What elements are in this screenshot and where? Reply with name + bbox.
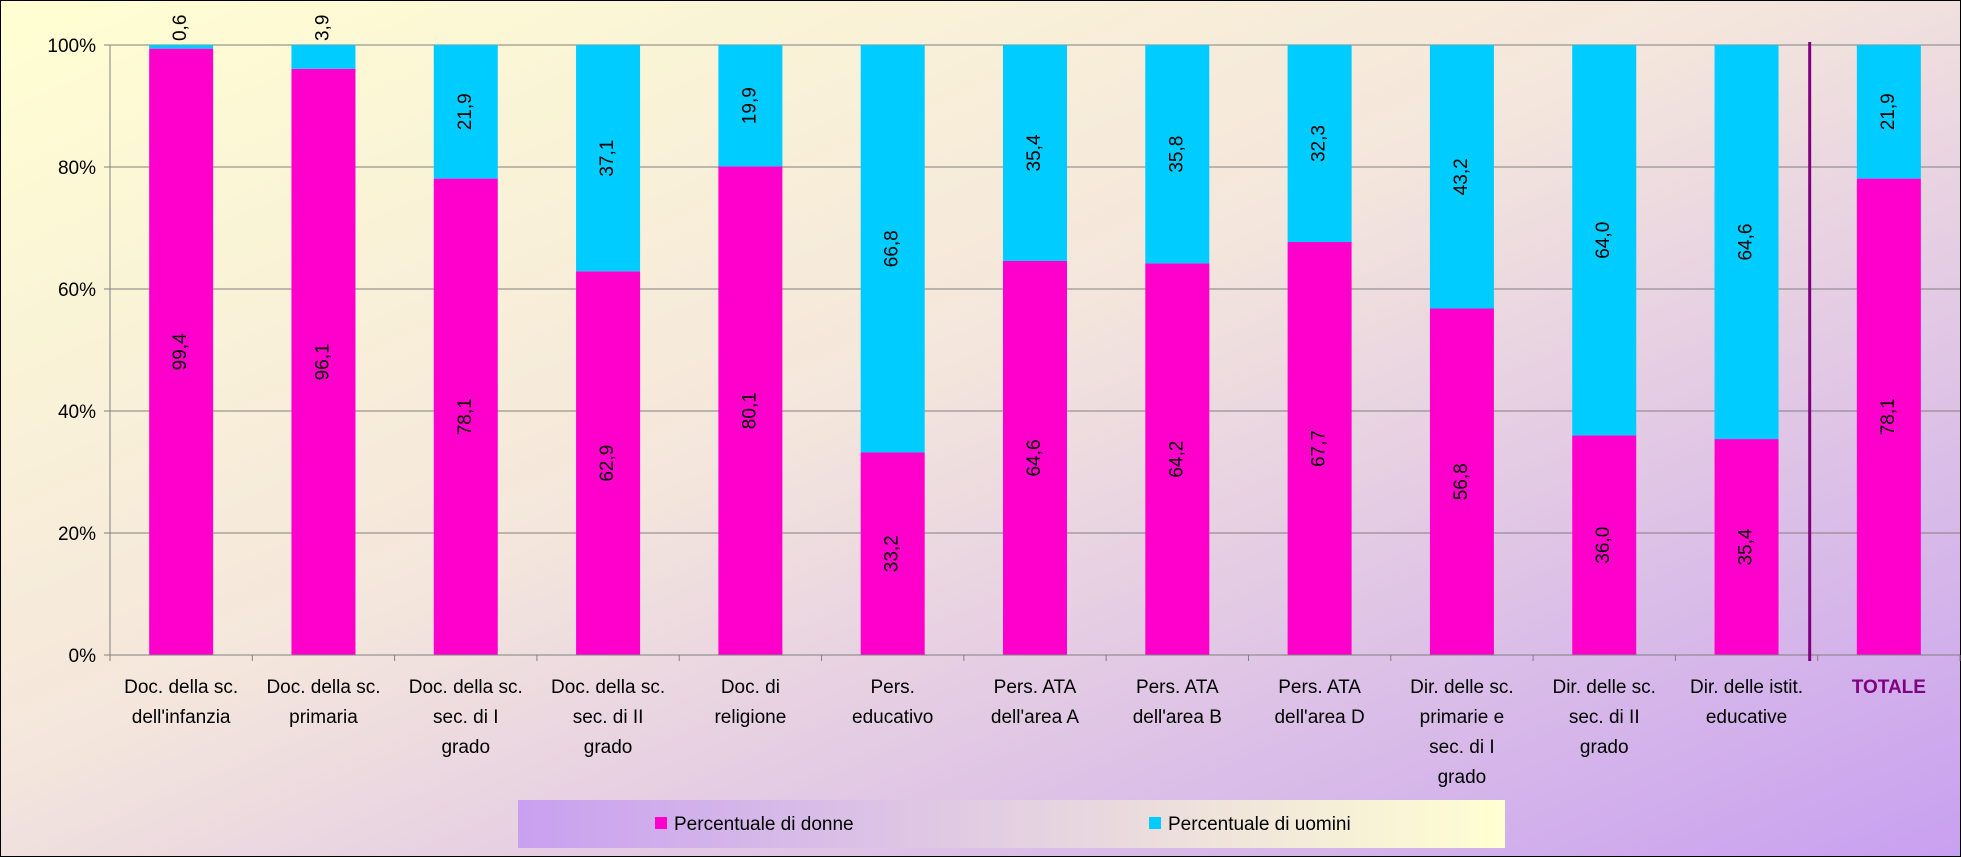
data-label-uomini: 35,4	[1024, 134, 1045, 171]
data-label-uomini: 21,9	[1878, 93, 1899, 130]
bar-uomini	[1572, 45, 1637, 436]
x-category-label: Doc. di	[721, 677, 780, 698]
data-label-donne: 99,4	[170, 333, 191, 370]
bar-donne	[1856, 178, 1921, 655]
data-label-uomini: 21,9	[455, 93, 476, 130]
x-category-label: Doc. della sc.	[124, 677, 238, 698]
legend-label-uomini: Percentuale di uomini	[1168, 814, 1351, 835]
data-label-uomini: 35,8	[1166, 136, 1187, 173]
y-tick-label: 100%	[47, 36, 96, 57]
x-category-label: dell'area B	[1133, 707, 1222, 728]
data-label-uomini: 0,6	[170, 15, 191, 41]
x-category-label: Doc. della sc.	[409, 677, 523, 698]
x-category-label: Dir. delle sc.	[1410, 677, 1513, 698]
bar-uomini	[860, 45, 925, 453]
data-label-uomini: 3,9	[312, 15, 333, 41]
x-category-label: Pers. ATA	[1136, 677, 1219, 698]
data-label-uomini: 64,0	[1593, 222, 1614, 259]
x-category-label: Pers. ATA	[1278, 677, 1361, 698]
bar-donne	[576, 271, 641, 655]
y-tick-label: 60%	[58, 280, 96, 301]
data-label-donne: 67,7	[1309, 430, 1330, 467]
x-category-label: sec. di II	[573, 707, 644, 728]
x-category-label: grado	[1580, 737, 1629, 758]
y-tick-label: 40%	[58, 402, 96, 423]
data-label-donne: 33,2	[882, 535, 903, 572]
x-category-label: Pers. ATA	[994, 677, 1077, 698]
bar-donne	[1429, 308, 1494, 655]
bar-donne	[291, 68, 356, 656]
data-label-donne: 80,1	[739, 392, 760, 429]
data-label-donne: 35,4	[1736, 528, 1757, 565]
legend-swatch-uomini	[1149, 817, 1161, 829]
x-category-label: Pers.	[871, 677, 915, 698]
x-category-label: Doc. della sc.	[551, 677, 665, 698]
bar-donne	[1145, 263, 1210, 655]
bar-uomini	[1429, 45, 1494, 309]
x-category-label: Dir. delle sc.	[1552, 677, 1655, 698]
x-category-label: grado	[441, 737, 490, 758]
x-category-label: TOTALE	[1852, 677, 1926, 698]
data-label-donne: 64,2	[1166, 441, 1187, 478]
x-category-label: dell'area D	[1274, 707, 1364, 728]
x-category-label: dell'area A	[991, 707, 1079, 728]
y-tick-label: 80%	[58, 158, 96, 179]
data-label-uomini: 43,2	[1451, 158, 1472, 195]
bar-uomini	[1856, 45, 1921, 179]
x-category-label: Doc. della sc.	[266, 677, 380, 698]
x-category-label: grado	[1438, 767, 1487, 788]
bar-donne	[433, 178, 498, 655]
bar-uomini	[1287, 45, 1352, 243]
data-label-donne: 62,9	[597, 445, 618, 482]
x-category-label: primarie e	[1420, 707, 1504, 728]
bar-uomini	[1714, 45, 1779, 440]
bar-uomini	[718, 45, 783, 167]
x-category-label: sec. di I	[433, 707, 498, 728]
bar-donne	[1287, 242, 1352, 655]
bar-donne	[149, 48, 214, 656]
bar-donne	[1714, 439, 1779, 655]
x-category-label: religione	[714, 707, 786, 728]
bar-donne	[1003, 260, 1067, 655]
bar-donne	[718, 166, 783, 655]
data-label-uomini: 19,9	[739, 87, 760, 124]
bar-uomini	[1145, 45, 1210, 264]
bar-uomini	[291, 45, 356, 69]
data-label-donne: 78,1	[455, 398, 476, 435]
bar-uomini	[576, 45, 641, 272]
x-category-label: Dir. delle istit.	[1690, 677, 1803, 698]
data-label-donne: 78,1	[1878, 398, 1899, 435]
x-category-label: sec. di II	[1569, 707, 1640, 728]
legend-box	[518, 800, 1505, 848]
data-label-uomini: 32,3	[1309, 125, 1330, 162]
x-category-label: educativo	[852, 707, 933, 728]
data-label-uomini: 37,1	[597, 140, 618, 177]
legend-swatch-donne	[655, 817, 667, 829]
x-category-label: grado	[584, 737, 633, 758]
legend-label-donne: Percentuale di donne	[674, 814, 854, 835]
data-label-uomini: 64,6	[1736, 224, 1757, 261]
bar-donne	[1572, 435, 1637, 655]
x-category-label: educative	[1706, 707, 1787, 728]
data-label-donne: 64,6	[1024, 439, 1045, 476]
y-tick-label: 20%	[58, 524, 96, 545]
data-label-uomini: 66,8	[882, 230, 903, 267]
x-category-label: sec. di I	[1429, 737, 1494, 758]
bar-donne	[860, 452, 925, 655]
y-tick-label: 0%	[69, 646, 97, 667]
x-category-label: dell'infanzia	[132, 707, 231, 728]
data-label-donne: 36,0	[1593, 527, 1614, 564]
data-label-donne: 56,8	[1451, 463, 1472, 500]
bar-uomini	[1003, 45, 1067, 261]
x-category-label: primaria	[289, 707, 358, 728]
bar-uomini	[149, 45, 214, 49]
data-label-donne: 96,1	[312, 343, 333, 380]
bar-uomini	[433, 45, 498, 179]
